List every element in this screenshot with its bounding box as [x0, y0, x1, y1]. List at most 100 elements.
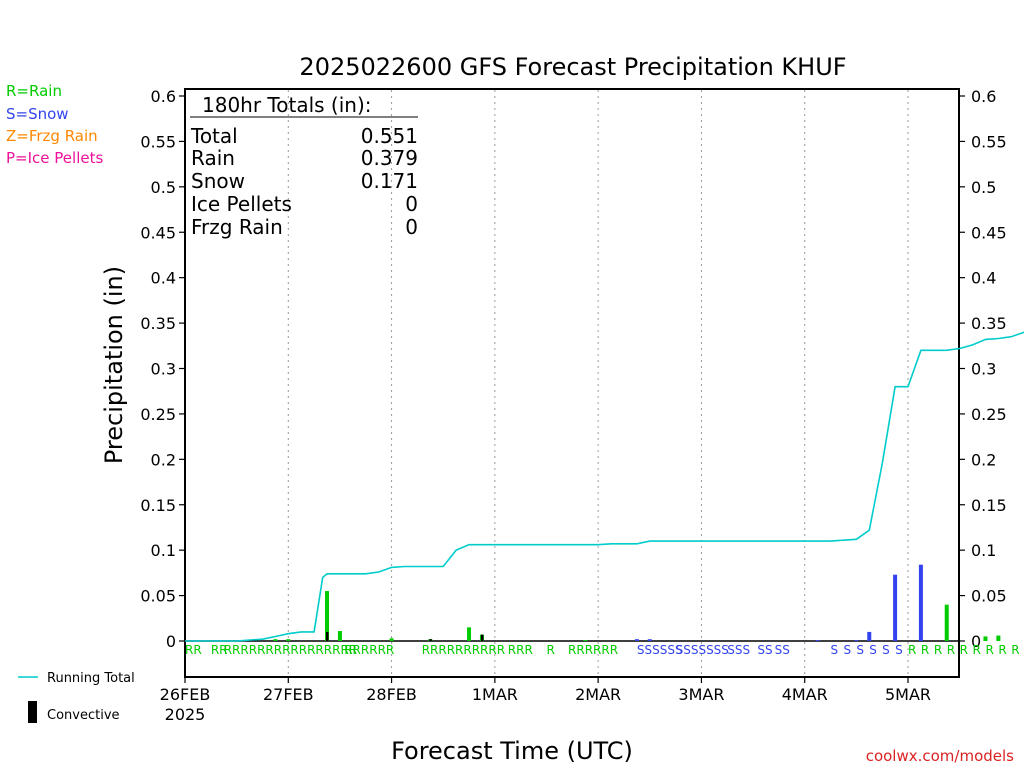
y-tick-label-left: 0.25 [140, 405, 176, 424]
precip-bar [634, 639, 639, 641]
x-tick-label: 5MAR [885, 685, 931, 704]
ptype-mark: S [869, 643, 877, 657]
totals-ice-label: Ice Pellets [191, 192, 292, 216]
y-axis-label: Precipitation (in) [100, 266, 128, 464]
precip-bar [325, 591, 330, 641]
legend-freezing-rain: Z=Frzg Rain [6, 127, 98, 145]
ptype-mark: S [856, 643, 864, 657]
credit-text: coolwx.com/models [866, 747, 1014, 765]
precip-bar [337, 631, 342, 641]
y-tick-label-right: 0.1 [971, 541, 996, 560]
y-tick-label-left: 0.45 [140, 223, 176, 242]
ptype-mark: R [985, 643, 993, 657]
precip-bar [854, 640, 859, 642]
x-tick-label: 26FEB [160, 685, 211, 704]
y-tick-label-left: 0.3 [151, 360, 176, 379]
y-tick-label-right: 0.15 [971, 496, 1007, 515]
plot-frame [184, 88, 960, 678]
y-tick-label-right: 0.05 [971, 587, 1007, 606]
totals-box: 180hr Totals (in): Total 0.551 Rain 0.37… [190, 93, 418, 239]
y-tick-label-left: 0.6 [151, 87, 176, 106]
ptype-mark: SS [757, 643, 772, 657]
totals-snow-value: 0.171 [361, 169, 418, 193]
y-tick-label-right: 0.35 [971, 314, 1007, 333]
grid-lines [287, 90, 909, 676]
ptype-legend: R=Rain S=Snow Z=Frzg Rain P=Ice Pellets [6, 82, 103, 167]
ptype-mark: R [547, 643, 555, 657]
ptype-mark: R [908, 643, 916, 657]
ptype-mark: RR [211, 643, 228, 657]
totals-snow-label: Snow [191, 169, 245, 193]
precip-bar [273, 639, 278, 641]
x-tick-label: 1MAR [472, 685, 518, 704]
y-tick-label-left: 0.5 [151, 178, 176, 197]
convective-legend-swatch [28, 701, 37, 723]
ptype-mark: SSSSSS [637, 643, 683, 657]
precip-bar [983, 636, 988, 641]
y-tick-label-left: 0.55 [140, 132, 176, 151]
totals-total-label: Total [190, 124, 238, 148]
y-tick-label-right: 0.6 [971, 87, 996, 106]
x-tick-label: 28FEB [366, 685, 417, 704]
totals-frzg-label: Frzg Rain [191, 215, 283, 239]
ptype-mark: R [1011, 643, 1019, 657]
x-tick-label: 27FEB [263, 685, 314, 704]
y-tick-label-right: 0.3 [971, 360, 996, 379]
x-tick-year: 2025 [165, 705, 206, 724]
precip-bar [583, 640, 588, 642]
y-tick-label-right: 0 [971, 632, 981, 651]
ptype-mark: RRRRRR [568, 643, 618, 657]
y-tick-label-right: 0.45 [971, 223, 1007, 242]
x-tick-label: 2MAR [575, 685, 621, 704]
chart-title: 2025022600 GFS Forecast Precipitation KH… [299, 53, 846, 81]
y-tick-label-right: 0.5 [971, 178, 996, 197]
totals-rain-value: 0.379 [361, 146, 418, 170]
ptype-mark: SSS [727, 643, 750, 657]
legend-snow: S=Snow [6, 105, 69, 123]
legend-rain: R=Rain [6, 82, 62, 100]
x-tick-label: 4MAR [782, 685, 828, 704]
precip-bar [918, 564, 923, 641]
ptype-mark: S [831, 643, 839, 657]
convective-bar [326, 631, 329, 641]
precip-bar [286, 639, 291, 641]
totals-frzg-value: 0 [405, 215, 418, 239]
y-tick-label-left: 0.2 [151, 450, 176, 469]
ptype-mark: R [934, 643, 942, 657]
ptype-mark: R [998, 643, 1006, 657]
precip-bar [815, 640, 820, 642]
running-total-legend-label: Running Total [47, 671, 135, 686]
x-tick-label: 3MAR [678, 685, 724, 704]
x-axis-ticks: 26FEB 27FEB 28FEB 1MAR 2MAR 3MAR 4MAR 5MAR 2025 [160, 677, 931, 724]
running-total-line [185, 331, 1024, 642]
totals-header: 180hr Totals (in): [202, 93, 372, 117]
y-tick-label-left: 0.1 [151, 541, 176, 560]
precip-bars [273, 564, 1001, 642]
precip-bar [389, 638, 394, 641]
ptype-mark: RRR [508, 643, 533, 657]
convective-bar [429, 639, 432, 641]
precip-bar [893, 574, 898, 641]
totals-total-value: 0.551 [361, 124, 418, 148]
y-tick-label-right: 0.2 [971, 450, 996, 469]
totals-ice-value: 0 [405, 192, 418, 216]
precip-bar [647, 639, 652, 641]
y-axis-ticks: 0 00.05 0.050.1 0.10.15 0.150.2 0.20.25 0.250.… [140, 87, 1006, 651]
precip-bar [944, 604, 949, 641]
y-tick-label-right: 0.25 [971, 405, 1007, 424]
ptype-mark: SS [775, 643, 790, 657]
precip-bar [996, 635, 1001, 641]
y-tick-label-left: 0 [166, 632, 176, 651]
y-tick-label-right: 0.4 [971, 269, 996, 288]
ptype-mark: RRRRRRRRRR [422, 643, 505, 657]
y-tick-label-left: 0.05 [140, 587, 176, 606]
legend-ice-pellets: P=Ice Pellets [6, 149, 103, 167]
ptype-mark: R [947, 643, 955, 657]
ptype-mark: R [973, 643, 981, 657]
ptype-mark: S [843, 643, 851, 657]
ptype-mark: R [960, 643, 968, 657]
x-axis-label: Forecast Time (UTC) [391, 737, 633, 765]
ptype-mark: RR [185, 643, 202, 657]
